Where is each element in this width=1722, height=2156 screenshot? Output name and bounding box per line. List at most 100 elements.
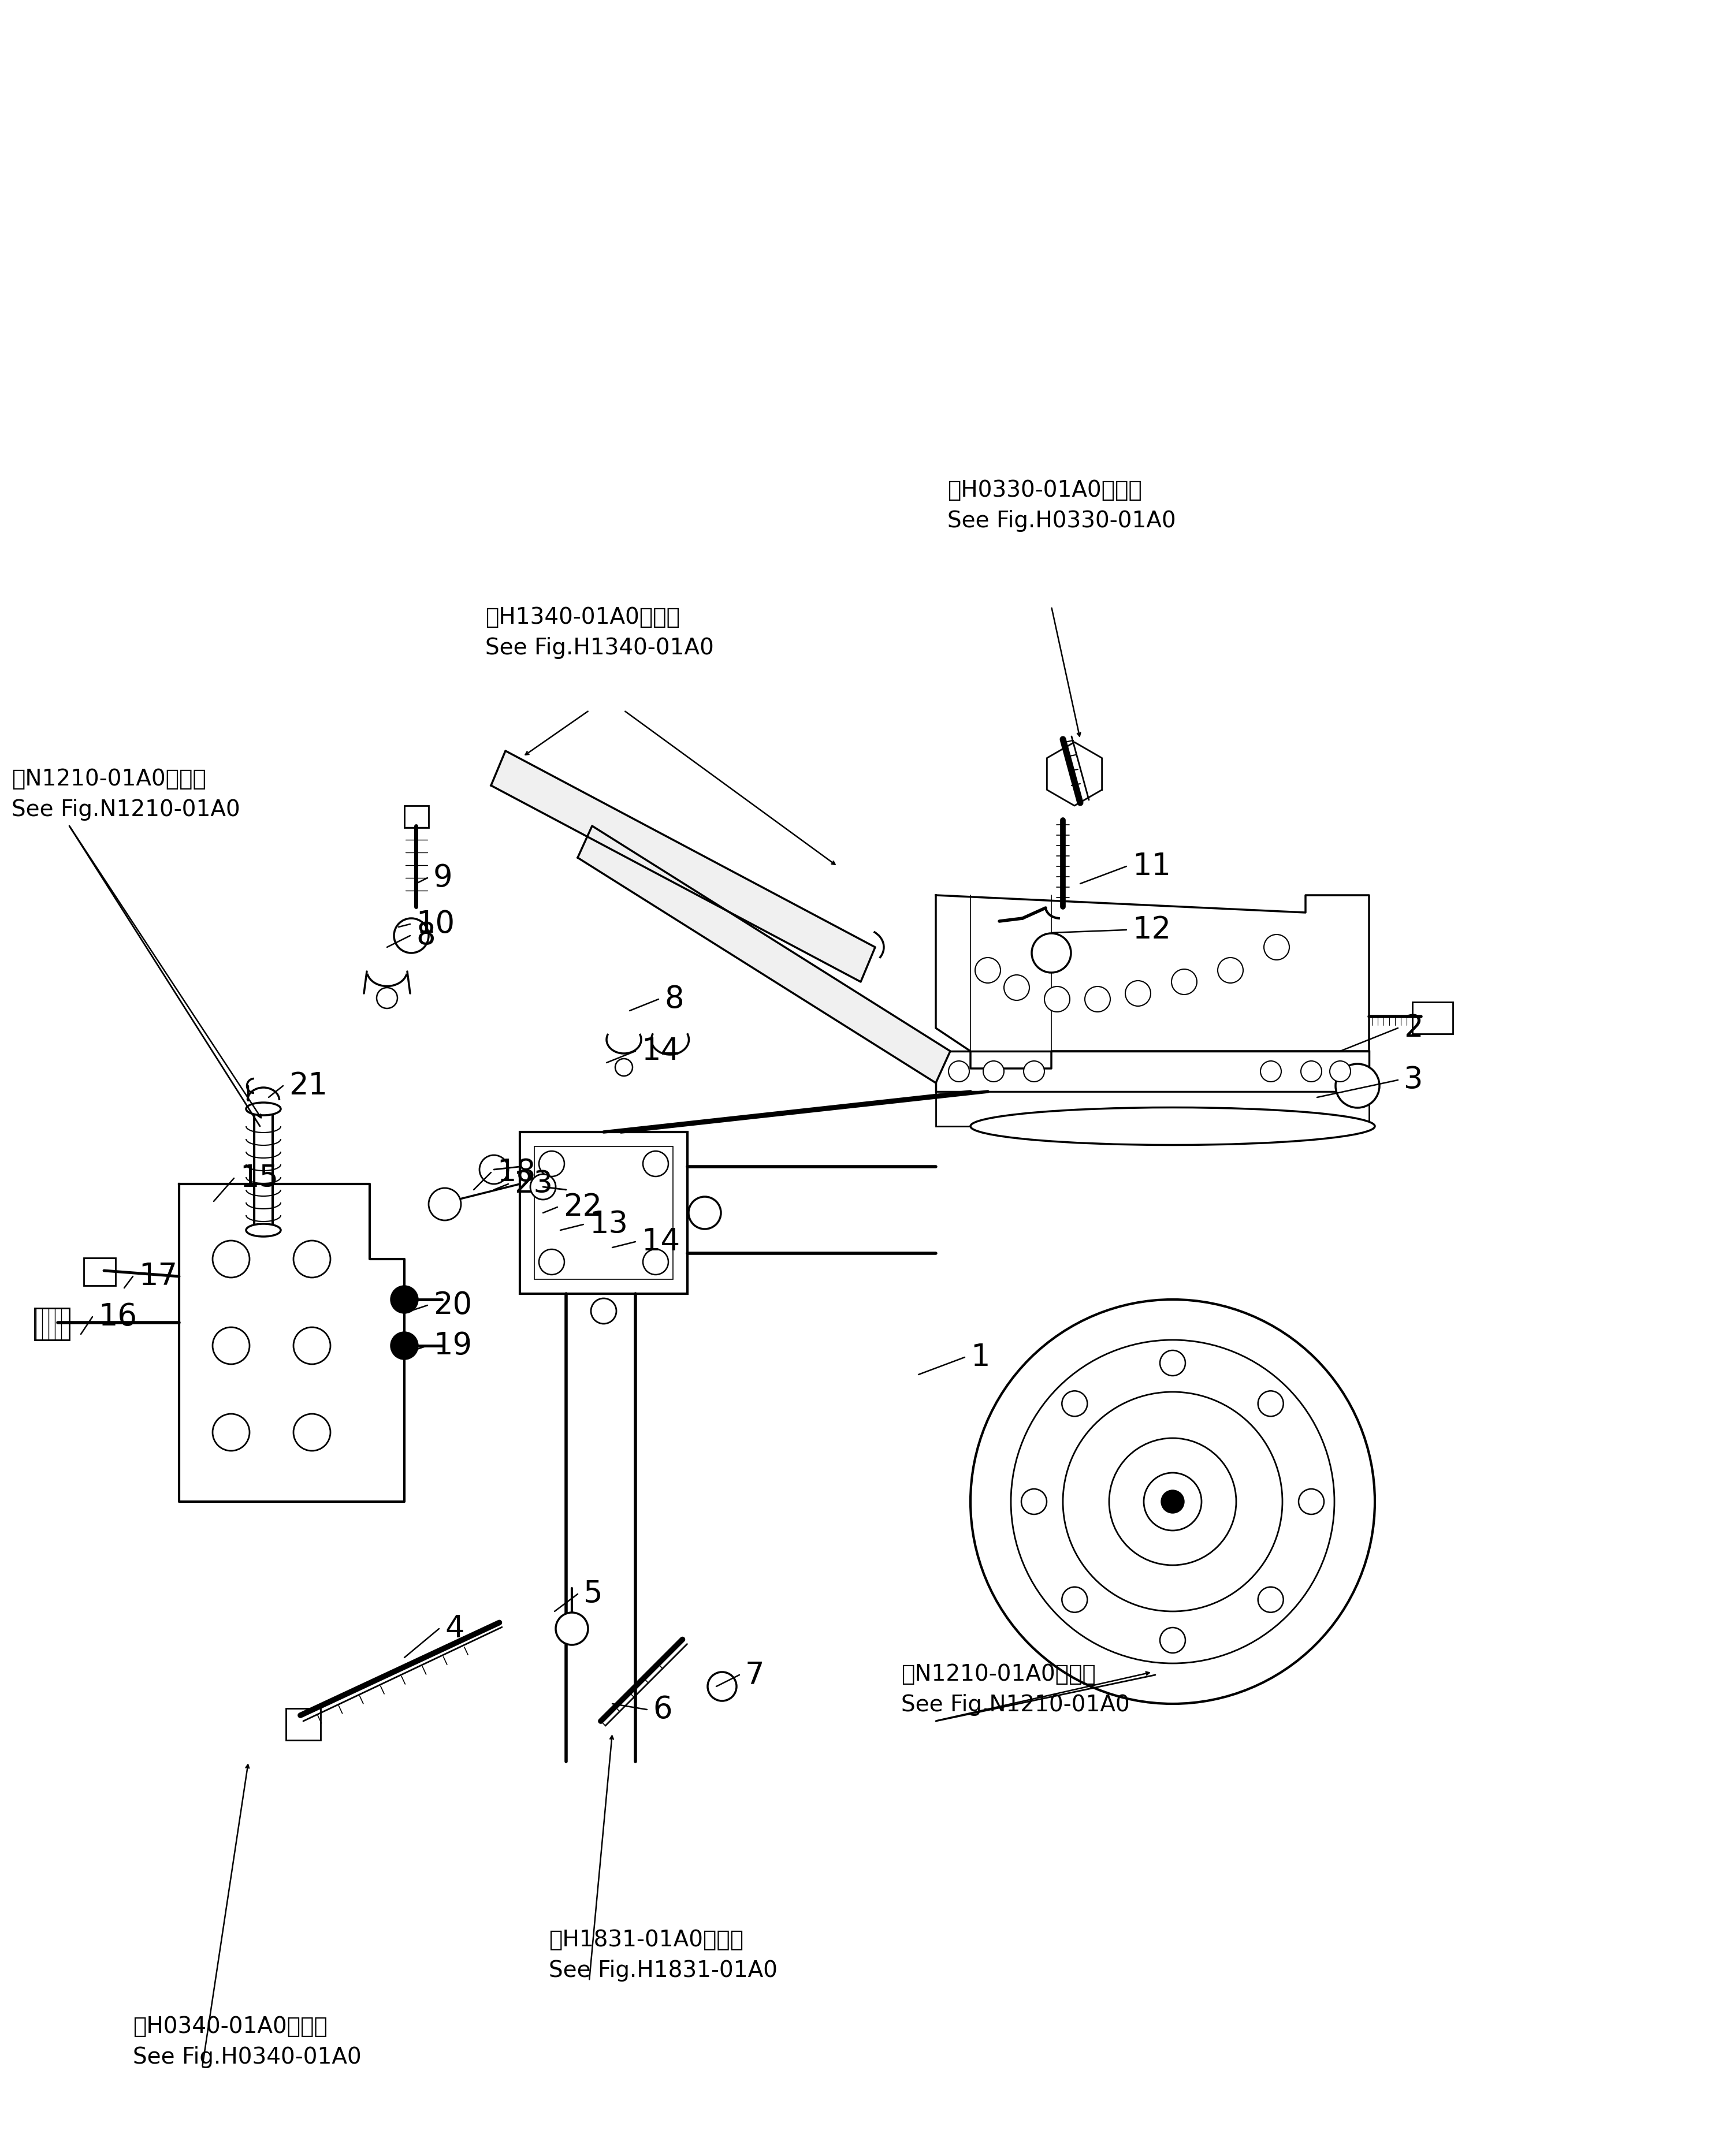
Circle shape	[429, 1188, 461, 1220]
Circle shape	[971, 1300, 1374, 1703]
Circle shape	[708, 1673, 737, 1701]
Polygon shape	[1047, 742, 1102, 806]
Text: 21: 21	[289, 1072, 327, 1102]
Text: 6: 6	[653, 1695, 672, 1725]
Text: 22: 22	[563, 1192, 603, 1222]
Circle shape	[1261, 1061, 1281, 1082]
Text: 8: 8	[665, 983, 684, 1013]
Text: 14: 14	[641, 1227, 680, 1257]
Circle shape	[949, 1061, 969, 1082]
Text: 第N1210-01A0图参照
See Fig.N1210-01A0: 第N1210-01A0图参照 See Fig.N1210-01A0	[12, 768, 239, 821]
Circle shape	[394, 918, 429, 953]
Circle shape	[1161, 1350, 1185, 1376]
Text: 11: 11	[1131, 852, 1171, 882]
Circle shape	[1124, 981, 1150, 1007]
Text: 第H1831-01A0图参照
See Fig.H1831-01A0: 第H1831-01A0图参照 See Fig.H1831-01A0	[549, 1930, 778, 1981]
Circle shape	[615, 1059, 632, 1076]
Text: 20: 20	[434, 1289, 472, 1319]
Polygon shape	[935, 895, 1369, 1069]
Circle shape	[1062, 1391, 1087, 1416]
Circle shape	[1004, 975, 1030, 1000]
Circle shape	[212, 1328, 250, 1365]
Circle shape	[1062, 1393, 1283, 1611]
Polygon shape	[179, 1184, 405, 1501]
Circle shape	[391, 1285, 418, 1313]
Circle shape	[1031, 934, 1071, 972]
Circle shape	[1011, 1339, 1335, 1662]
Text: 13: 13	[589, 1210, 629, 1240]
Text: 10: 10	[417, 910, 455, 940]
Bar	[84, 1257, 115, 1285]
Circle shape	[530, 1175, 556, 1199]
Circle shape	[556, 1613, 587, 1645]
Bar	[534, 1147, 673, 1279]
Circle shape	[1298, 1490, 1324, 1514]
Circle shape	[1062, 1587, 1087, 1613]
Text: 18: 18	[496, 1158, 536, 1188]
Text: 8: 8	[417, 921, 436, 951]
Circle shape	[591, 1298, 616, 1324]
Bar	[520, 1132, 687, 1294]
Text: 第H0340-01A0图参照
See Fig.H0340-01A0: 第H0340-01A0图参照 See Fig.H0340-01A0	[133, 2016, 362, 2068]
Circle shape	[539, 1248, 565, 1274]
Circle shape	[377, 987, 398, 1009]
Polygon shape	[491, 750, 875, 981]
Text: 1: 1	[971, 1343, 990, 1371]
Circle shape	[1143, 1473, 1202, 1531]
Ellipse shape	[971, 1108, 1374, 1145]
Text: 14: 14	[641, 1037, 680, 1067]
Bar	[286, 1708, 320, 1740]
Circle shape	[1085, 987, 1111, 1011]
Text: 第H0330-01A0图参照
See Fig.H0330-01A0: 第H0330-01A0图参照 See Fig.H0330-01A0	[947, 479, 1176, 533]
Circle shape	[1264, 934, 1290, 959]
Bar	[34, 1309, 69, 1339]
Text: 16: 16	[98, 1302, 138, 1332]
Circle shape	[975, 957, 1000, 983]
Text: 19: 19	[434, 1330, 472, 1360]
Text: 23: 23	[515, 1169, 553, 1199]
Bar	[1412, 1003, 1453, 1035]
Circle shape	[293, 1328, 331, 1365]
Circle shape	[539, 1151, 565, 1177]
Circle shape	[1217, 957, 1243, 983]
Circle shape	[293, 1240, 331, 1279]
Circle shape	[1259, 1587, 1283, 1613]
Text: 4: 4	[444, 1613, 465, 1643]
Text: 2: 2	[1403, 1013, 1422, 1044]
Circle shape	[1109, 1438, 1236, 1565]
Circle shape	[212, 1414, 250, 1451]
Circle shape	[1259, 1391, 1283, 1416]
Text: 第H1340-01A0图参照
See Fig.H1340-01A0: 第H1340-01A0图参照 See Fig.H1340-01A0	[486, 606, 715, 660]
Bar	[405, 806, 429, 828]
Bar	[935, 1091, 1369, 1125]
Text: 7: 7	[746, 1660, 765, 1690]
Text: 17: 17	[139, 1261, 177, 1291]
Circle shape	[1161, 1628, 1185, 1654]
Circle shape	[212, 1240, 250, 1279]
Circle shape	[642, 1151, 668, 1177]
Circle shape	[689, 1197, 722, 1229]
Circle shape	[1171, 970, 1197, 994]
Ellipse shape	[246, 1102, 281, 1115]
Bar	[935, 1052, 1369, 1091]
Circle shape	[1021, 1490, 1047, 1514]
Text: 5: 5	[584, 1578, 603, 1608]
Text: 3: 3	[1403, 1065, 1422, 1095]
Polygon shape	[577, 826, 951, 1082]
Circle shape	[479, 1156, 508, 1184]
Circle shape	[1045, 987, 1069, 1011]
Circle shape	[1336, 1063, 1379, 1108]
Text: 12: 12	[1131, 914, 1171, 944]
Ellipse shape	[246, 1225, 281, 1238]
Text: 第N1210-01A0图参照
See Fig.N1210-01A0: 第N1210-01A0图参照 See Fig.N1210-01A0	[901, 1662, 1130, 1716]
Circle shape	[391, 1332, 418, 1360]
Circle shape	[293, 1414, 331, 1451]
Circle shape	[1300, 1061, 1322, 1082]
Text: 9: 9	[434, 862, 453, 893]
Circle shape	[642, 1248, 668, 1274]
Text: 15: 15	[239, 1164, 279, 1192]
Circle shape	[983, 1061, 1004, 1082]
Circle shape	[1161, 1490, 1185, 1514]
Circle shape	[1329, 1061, 1350, 1082]
Circle shape	[1023, 1061, 1045, 1082]
